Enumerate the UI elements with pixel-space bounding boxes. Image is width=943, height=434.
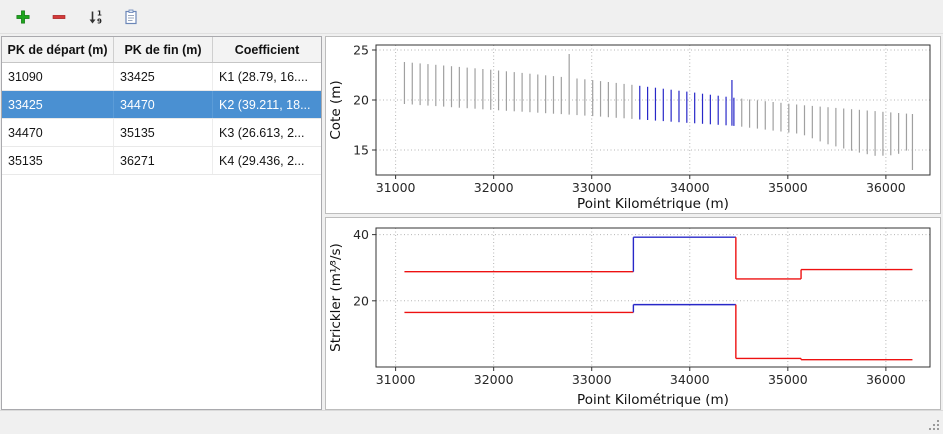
pk-start-cell: 35135: [2, 147, 114, 174]
coefficients-table: PK de départ (m) PK de fin (m) Coefficie…: [1, 36, 322, 410]
pk-end-cell: 35135: [114, 119, 213, 146]
plus-icon: [16, 10, 30, 23]
coefficient-cell: K3 (26.613, 2...: [219, 125, 305, 140]
minus-icon: [52, 14, 66, 19]
charts-panel: 31000 32000 33000 34000 35000 36000 15 20 25 Poin…: [325, 36, 941, 410]
svg-text:31000: 31000: [376, 372, 416, 387]
pk-end-cell: 36271: [114, 147, 213, 174]
svg-text:36000: 36000: [866, 372, 906, 387]
svg-text:1: 1: [97, 9, 102, 17]
strickler-chart-canvas: 31000 32000 33000 34000 35000 36000 20 40 Point …: [328, 227, 931, 408]
svg-text:35000: 35000: [768, 180, 808, 195]
toolbar: 1 9: [0, 0, 943, 34]
svg-text:20: 20: [353, 93, 369, 108]
table-header: PK de départ (m) PK de fin (m) Coefficie…: [2, 37, 321, 63]
add-row-button[interactable]: [10, 4, 36, 30]
coefficient-cell: K1 (28.79, 16....: [219, 69, 308, 84]
svg-text:35000: 35000: [768, 372, 808, 387]
svg-text:31000: 31000: [376, 180, 416, 195]
resize-grip-icon[interactable]: [927, 418, 941, 432]
cote-chart: 31000 32000 33000 34000 35000 36000 15 20 25 Poin…: [325, 36, 941, 214]
pk-start-cell: 34470: [2, 119, 114, 146]
sort-numeric-icon: 1 9: [89, 9, 102, 25]
sort-button[interactable]: 1 9: [82, 4, 108, 30]
svg-text:36000: 36000: [866, 180, 906, 195]
table-row[interactable]: 34470 35135 K3 (26.613, 2...: [2, 119, 321, 147]
svg-text:Point Kilométrique (m): Point Kilométrique (m): [577, 196, 729, 212]
pk-end-cell: 33425: [114, 63, 213, 90]
table-row[interactable]: 31090 33425 K1 (28.79, 16....: [2, 63, 321, 91]
svg-text:20: 20: [353, 293, 369, 308]
paste-button[interactable]: [118, 4, 144, 30]
svg-text:Point Kilométrique (m): Point Kilométrique (m): [577, 392, 729, 408]
svg-text:32000: 32000: [474, 180, 514, 195]
svg-text:33000: 33000: [572, 372, 612, 387]
cote-chart-canvas: 31000 32000 33000 34000 35000 36000 15 20 25 Poin…: [328, 43, 931, 212]
svg-text:Strickler (m¹⁄³/s): Strickler (m¹⁄³/s): [328, 243, 344, 352]
svg-text:33000: 33000: [572, 180, 612, 195]
table-row[interactable]: 33425 34470 K2 (39.211, 18...: [2, 91, 321, 119]
coefficient-cell: K2 (39.211, 18...: [219, 97, 311, 112]
pk-start-cell: 31090: [2, 63, 114, 90]
svg-text:25: 25: [353, 43, 369, 58]
column-header-pk-end[interactable]: PK de fin (m): [114, 37, 213, 62]
svg-text:40: 40: [353, 227, 369, 242]
svg-text:32000: 32000: [474, 372, 514, 387]
svg-text:15: 15: [353, 143, 369, 158]
strickler-chart: 31000 32000 33000 34000 35000 36000 20 40 Point …: [325, 217, 941, 410]
table-row[interactable]: 35135 36271 K4 (29.436, 2...: [2, 147, 321, 175]
svg-text:Cote (m): Cote (m): [328, 80, 344, 139]
svg-text:34000: 34000: [670, 180, 710, 195]
pk-end-cell: 34470: [114, 91, 213, 118]
column-header-pk-start[interactable]: PK de départ (m): [2, 37, 114, 62]
svg-text:34000: 34000: [670, 372, 710, 387]
svg-text:9: 9: [97, 17, 102, 25]
coefficient-cell: K4 (29.436, 2...: [219, 153, 305, 168]
panel-splitter[interactable]: [322, 36, 325, 410]
column-header-coefficient[interactable]: Coefficient: [234, 42, 300, 57]
remove-row-button[interactable]: [46, 4, 72, 30]
pk-start-cell: 33425: [2, 91, 114, 118]
clipboard-icon: [125, 9, 137, 24]
status-bar: [0, 410, 943, 434]
